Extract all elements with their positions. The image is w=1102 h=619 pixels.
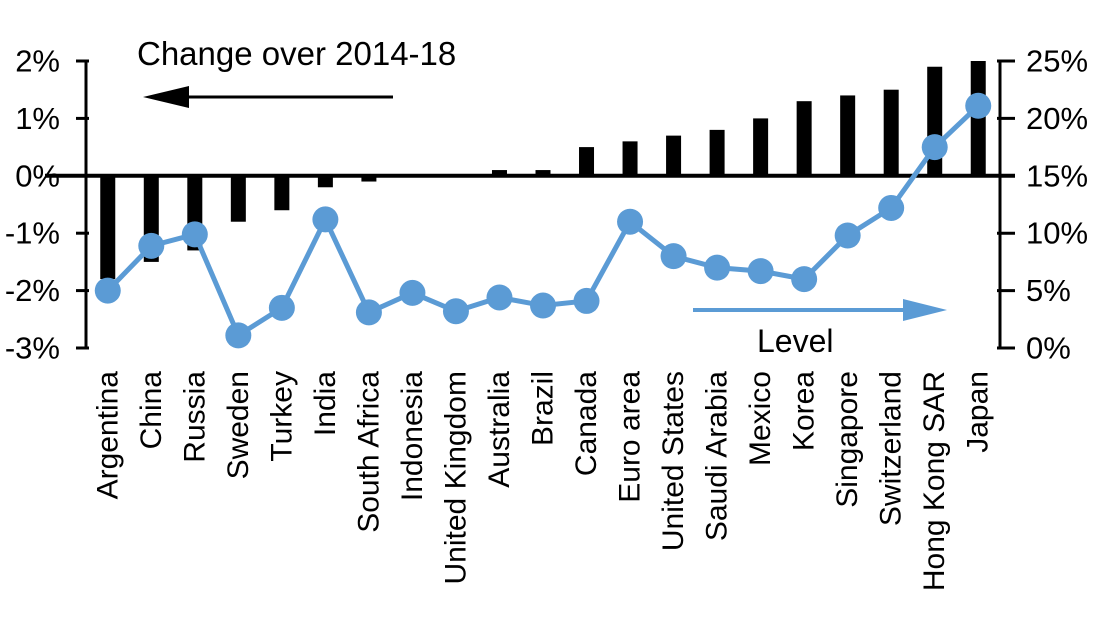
right-axis-tick-label: 10%: [1026, 216, 1088, 251]
bar-argentina: [100, 175, 116, 280]
dot-canada: [573, 287, 600, 314]
dot-japan: [965, 92, 992, 119]
dot-brazil: [530, 292, 556, 319]
category-label-hong-kong-sar: Hong Kong SAR: [918, 371, 951, 591]
left-axis-tick-label: -1%: [5, 216, 60, 251]
category-label-mexico: Mexico: [744, 371, 777, 466]
category-label-russia: Russia: [178, 371, 211, 463]
bar-india: [317, 175, 333, 188]
left-arrow-icon: [143, 86, 189, 108]
category-label-singapore: Singapore: [831, 371, 864, 508]
left-axis-tick-label: 1%: [15, 101, 60, 136]
category-label-japan: Japan: [962, 371, 995, 453]
category-label-argentina: Argentina: [91, 371, 124, 500]
dot-euro-area: [617, 208, 644, 235]
bar-united-states: [666, 135, 682, 176]
dot-singapore: [834, 222, 861, 249]
dot-sweden: [225, 322, 252, 349]
category-label-china: China: [135, 371, 168, 450]
left-axis-tick-label: 0%: [15, 158, 60, 193]
bar-australia: [491, 170, 507, 176]
category-label-turkey: Turkey: [265, 371, 298, 462]
dot-united-kingdom: [442, 298, 469, 325]
dot-united-states: [660, 243, 687, 270]
dot-argentina: [94, 277, 121, 304]
dot-indonesia: [399, 279, 426, 306]
category-label-australia: Australia: [483, 371, 516, 488]
dot-hong-kong-sar: [921, 134, 948, 161]
category-label-sweden: Sweden: [222, 371, 255, 479]
category-label-saudi-arabia: Saudi Arabia: [701, 371, 734, 541]
dot-australia: [486, 284, 513, 311]
dot-south-africa: [355, 299, 382, 326]
bar-brazil: [535, 170, 551, 176]
bar-south-africa: [361, 175, 377, 182]
category-label-united-states: United States: [657, 371, 690, 551]
category-label-india: India: [309, 371, 342, 436]
bar-switzerland: [883, 89, 899, 176]
right-axis-tick-label: 0%: [1026, 331, 1071, 366]
dot-korea: [791, 266, 818, 293]
bar-singapore: [840, 95, 856, 176]
right-arrow-icon: [903, 299, 947, 321]
bar-sweden: [230, 175, 246, 222]
dot-china: [138, 232, 165, 259]
dot-russia: [181, 221, 208, 248]
left-axis-tick-label: -3%: [5, 331, 60, 366]
category-label-brazil: Brazil: [527, 371, 560, 446]
category-label-canada: Canada: [570, 371, 603, 476]
category-label-indonesia: Indonesia: [396, 371, 429, 501]
dot-turkey: [268, 294, 295, 321]
bar-canada: [579, 147, 595, 176]
bar-series-label: Change over 2014-18: [137, 35, 457, 72]
dot-switzerland: [878, 194, 905, 221]
left-axis-tick-label: 2%: [15, 44, 60, 79]
right-axis-tick-label: 20%: [1026, 101, 1088, 136]
bar-korea: [796, 101, 812, 176]
dot-mexico: [747, 258, 774, 285]
category-label-euro-area: Euro area: [614, 371, 647, 503]
dot-saudi-arabia: [704, 254, 731, 281]
bar-saudi-arabia: [709, 129, 725, 176]
bar-mexico: [753, 118, 769, 176]
right-axis-tick-label: 5%: [1026, 273, 1071, 308]
category-label-south-africa: South Africa: [352, 371, 385, 533]
bar-turkey: [274, 175, 290, 211]
right-axis-tick-label: 15%: [1026, 158, 1088, 193]
bar-euro-area: [622, 141, 638, 176]
left-axis-tick-label: -2%: [5, 273, 60, 308]
right-axis-tick-label: 25%: [1026, 44, 1088, 79]
category-label-switzerland: Switzerland: [875, 371, 908, 526]
category-label-united-kingdom: United Kingdom: [439, 371, 472, 584]
category-label-korea: Korea: [788, 371, 821, 451]
dot-india: [312, 206, 339, 233]
line-series-label: Level: [757, 323, 834, 359]
